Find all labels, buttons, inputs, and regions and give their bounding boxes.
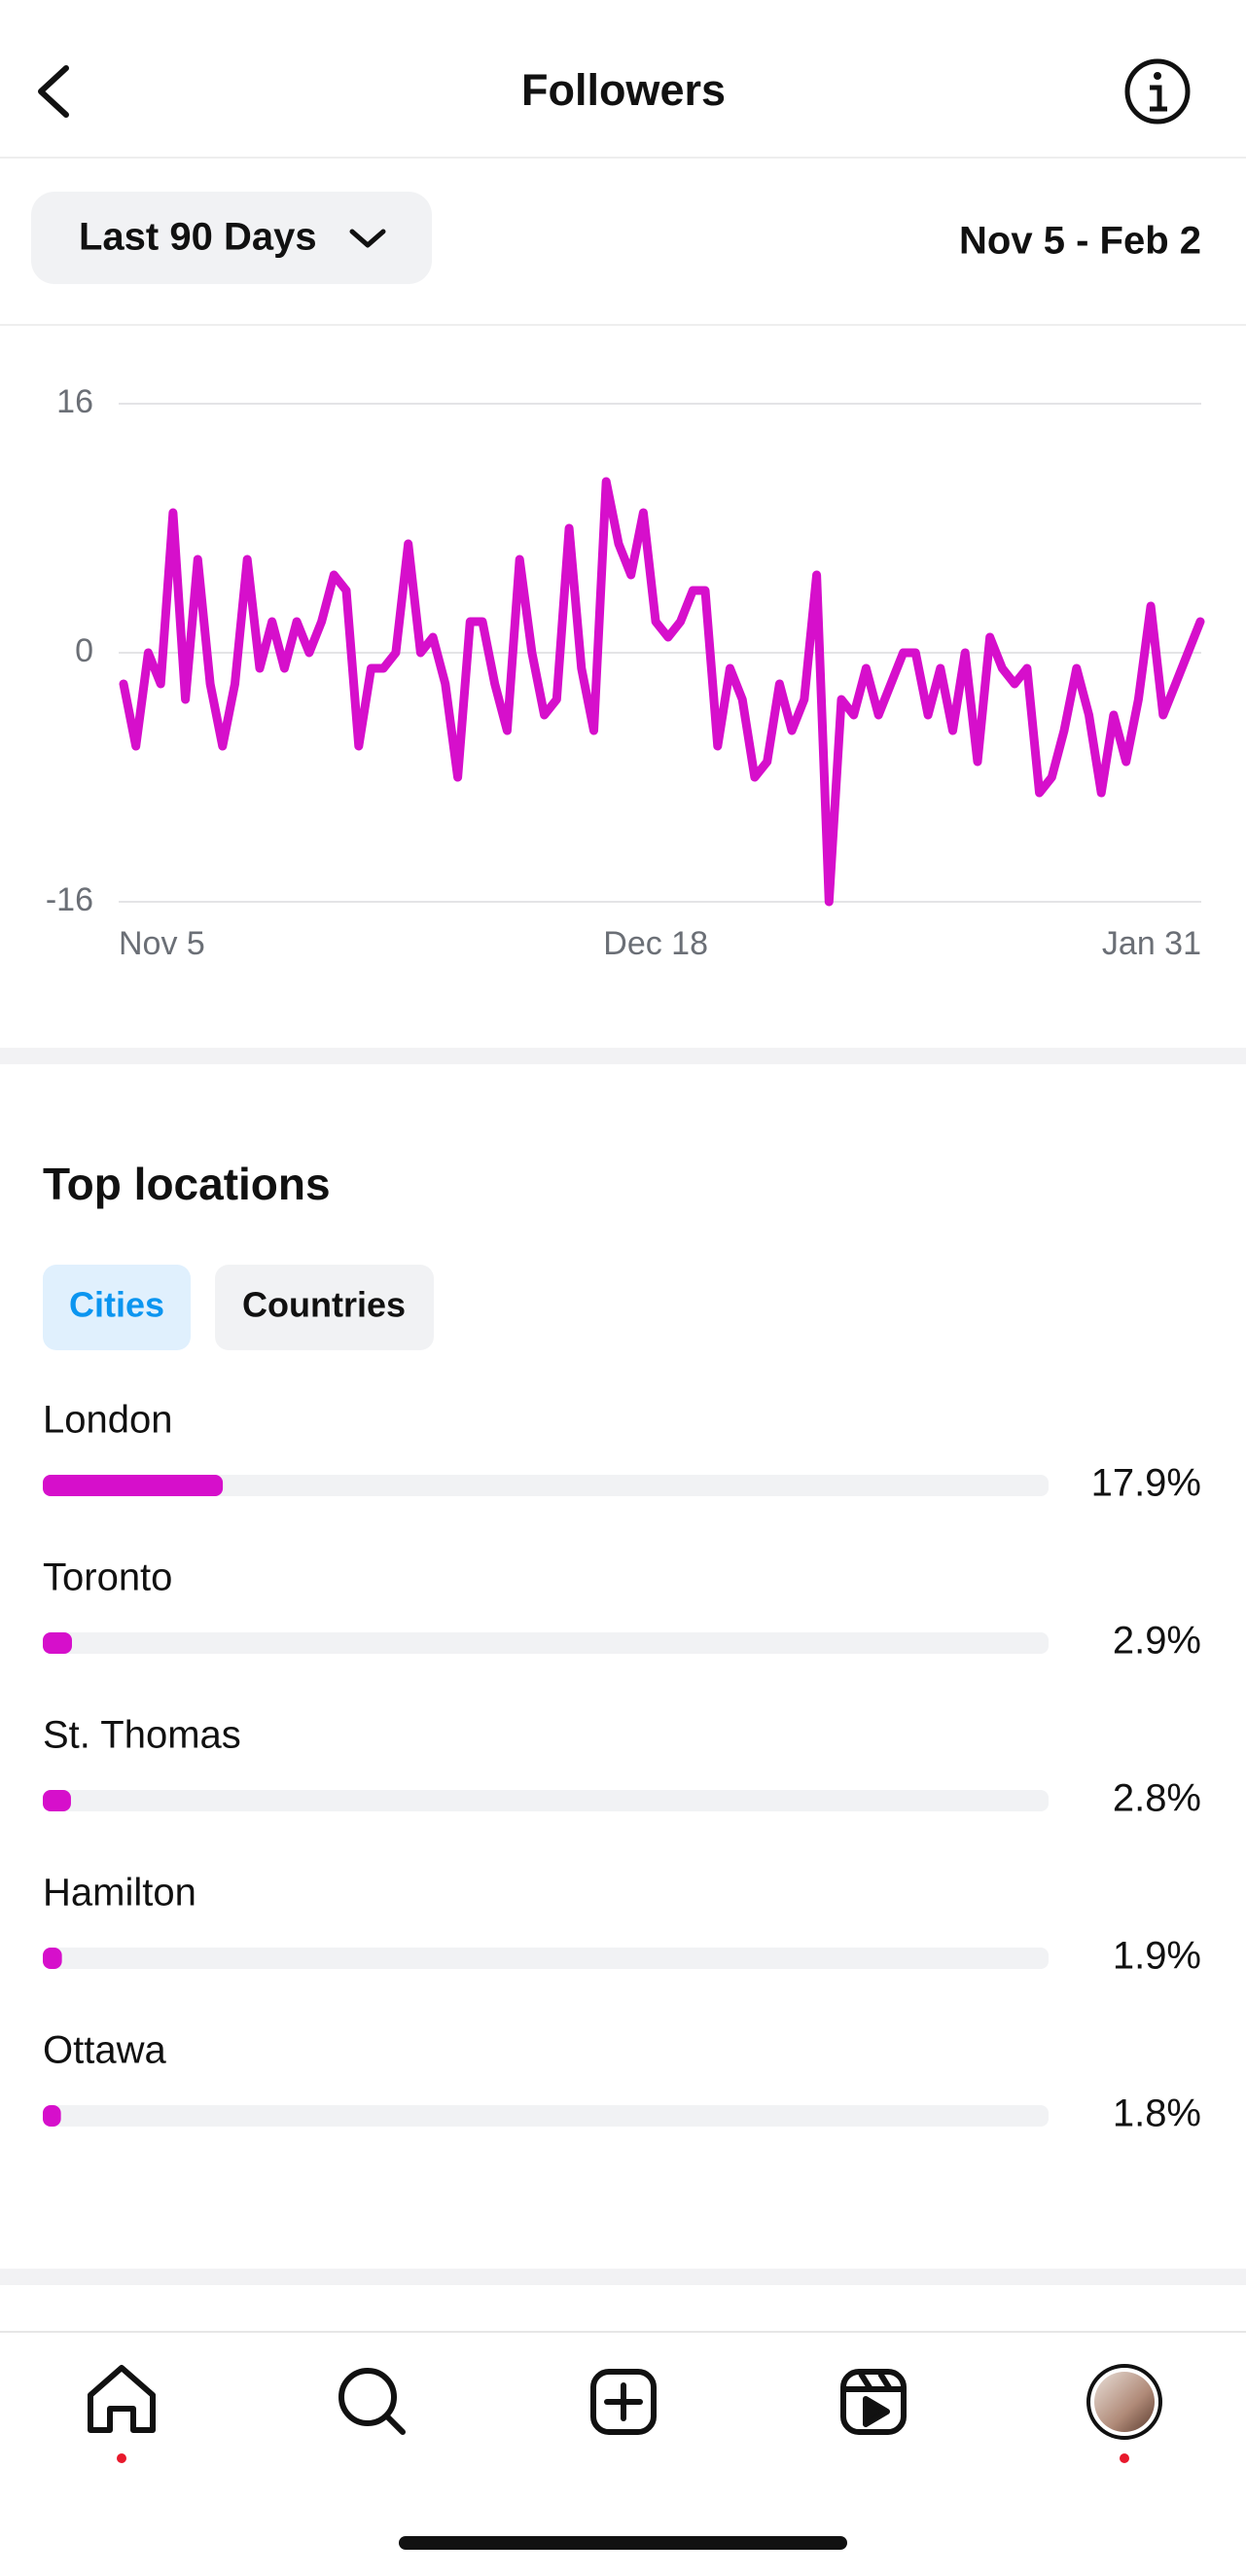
bar-track (43, 1948, 1049, 1969)
tab-label: Cities (69, 1285, 164, 1325)
range-label: Last 90 Days (79, 216, 317, 259)
location-name: St. Thomas (43, 1714, 241, 1757)
value-label: 2.9% (1113, 1620, 1201, 1663)
back-button[interactable] (38, 65, 69, 118)
y-tick-label: -16 (46, 881, 93, 918)
chevron (349, 229, 386, 248)
x-tick-label: Dec 18 (603, 925, 708, 962)
create-icon[interactable] (590, 2369, 657, 2435)
value-label: 2.8% (1113, 1777, 1201, 1820)
value-label: 1.9% (1113, 1935, 1201, 1978)
bar (43, 1632, 72, 1654)
bar (43, 1790, 71, 1811)
home-indicator (399, 2536, 847, 2550)
notification-dot (117, 2453, 126, 2463)
range-button[interactable] (31, 192, 432, 284)
tab-active[interactable] (43, 1265, 191, 1350)
bar-track (43, 2105, 1049, 2127)
home-icon[interactable] (88, 2365, 156, 2433)
tab[interactable] (215, 1265, 434, 1350)
location-name: Ottawa (43, 2029, 166, 2072)
bar (43, 1475, 224, 1496)
line-chart: -16 0 16 Nov 5 Dec 18 Jan 31 (46, 383, 1205, 962)
x-tick-label: Jan 31 (1102, 925, 1201, 962)
y-tick-label: 16 (56, 383, 93, 420)
section-separator (0, 1048, 1246, 1064)
tab-label: Countries (242, 1285, 406, 1325)
followers-line (119, 477, 1205, 907)
value-label: 17.9% (1091, 1462, 1201, 1505)
x-tick-label: Nov 5 (119, 925, 205, 962)
value-label: 1.8% (1113, 2093, 1201, 2135)
info-button[interactable] (1124, 58, 1191, 125)
date-range: Nov 5 - Feb 2 (959, 220, 1201, 263)
section-title: Top locations (43, 1159, 331, 1209)
profile-icon[interactable] (1086, 2364, 1162, 2440)
notification-dot (1120, 2453, 1129, 2463)
page-title: Followers (521, 65, 726, 115)
bar-track (43, 1475, 1049, 1496)
location-name: London (43, 1399, 172, 1442)
bar (43, 2105, 61, 2127)
y-tick-label: 0 (75, 632, 93, 669)
location-name: Hamilton (43, 1872, 196, 1914)
section-separator (0, 2269, 1246, 2285)
search-icon[interactable] (338, 2368, 406, 2435)
reels-icon[interactable] (840, 2369, 907, 2435)
bar-track (43, 1632, 1049, 1654)
location-bars: London 17.9% Toronto 2.9% St. Thomas 2.8% Hami… (43, 1399, 1201, 2135)
bar (43, 1948, 62, 1969)
bar-track (43, 1790, 1049, 1811)
location-name: Toronto (43, 1556, 172, 1599)
